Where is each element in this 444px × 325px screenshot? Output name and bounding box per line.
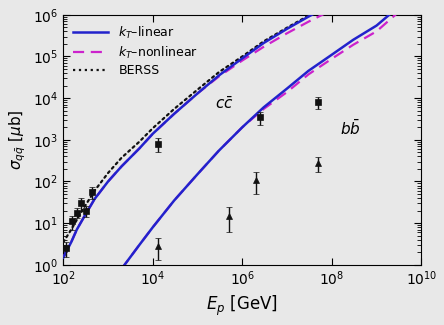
Text: b$\bar{b}$: b$\bar{b}$ (340, 119, 361, 138)
Y-axis label: $\sigma_{q\bar{q}}$ [$\mu$b]: $\sigma_{q\bar{q}}$ [$\mu$b] (7, 110, 28, 170)
X-axis label: $E_p$ [GeV]: $E_p$ [GeV] (206, 294, 278, 318)
Legend: $k_T$–linear, $k_T$–nonlinear, BERSS: $k_T$–linear, $k_T$–nonlinear, BERSS (70, 21, 202, 81)
Text: c$\bar{c}$: c$\bar{c}$ (215, 96, 234, 112)
